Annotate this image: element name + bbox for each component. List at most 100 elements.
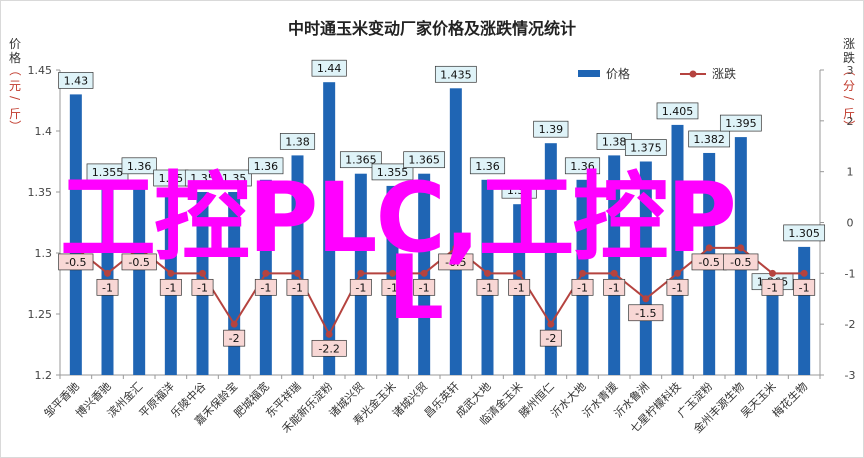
line-point — [515, 269, 523, 277]
line-data-label: -1 — [165, 281, 176, 294]
bar-data-label: 1.44 — [317, 62, 342, 75]
line-data-label-box — [761, 278, 784, 296]
line-point — [262, 269, 270, 277]
line-data-label-box — [666, 278, 689, 296]
bar — [291, 155, 304, 375]
line-point — [325, 330, 333, 338]
bar-data-label: 1.305 — [788, 227, 820, 240]
line-data-label-box — [723, 253, 759, 271]
line-data-label-box — [96, 278, 119, 296]
bar-data-label: 1.36 — [254, 160, 279, 173]
line-data-label: -1 — [514, 281, 525, 294]
legend-line-marker — [689, 70, 697, 78]
y-right-tick-label: 3 — [847, 64, 854, 77]
bar-data-label-box — [216, 169, 252, 187]
line-data-label: -0.5 — [698, 256, 719, 269]
line-data-label: -1 — [387, 281, 398, 294]
line-data-label: -2 — [545, 332, 556, 345]
line-data-label-box — [223, 329, 246, 347]
line-point — [199, 269, 206, 277]
line-data-label: -1 — [609, 281, 620, 294]
line-point — [547, 320, 555, 328]
bar — [323, 82, 336, 375]
y-axis-left-label: 价格（ 元 / 斤） — [8, 37, 22, 132]
line-data-label-box — [381, 278, 404, 296]
line-point — [579, 269, 586, 277]
line-data-label-box — [603, 278, 626, 296]
legend-line-label: 涨跌 — [712, 66, 736, 81]
line-data-label: -1 — [799, 281, 810, 294]
bar — [259, 179, 272, 375]
y-left-tick-label: 1.3 — [35, 247, 53, 260]
line-data-label: -2.2 — [318, 342, 339, 355]
line-data-label: -1 — [672, 281, 683, 294]
bar-data-label: 1.355 — [92, 166, 124, 179]
legend: 价格 涨跌 — [578, 66, 736, 81]
bar-data-label: 1.435 — [440, 68, 472, 81]
y-right-label-char: 跌 — [843, 50, 855, 65]
line-data-label: -1 — [102, 281, 113, 294]
y-right-tick-label: -3 — [845, 369, 856, 382]
line-data-label-box — [793, 278, 816, 296]
y-left-tick-label: 1.25 — [28, 308, 53, 321]
bar-data-label: 1.34 — [507, 184, 532, 197]
y-right-tick-label: -2 — [845, 318, 856, 331]
bar — [798, 246, 811, 375]
legend-bar-label: 价格 — [606, 66, 630, 81]
line-data-label-box — [438, 253, 474, 271]
y-left-tick-label: 1.4 — [35, 125, 53, 138]
bar-data-label: 1.38 — [602, 135, 627, 148]
bar — [608, 155, 621, 375]
line-data-label: -0.5 — [730, 256, 751, 269]
bar-data-label-box — [58, 72, 94, 89]
bar-data-label-box — [248, 157, 284, 175]
line-data-label: -1 — [419, 281, 430, 294]
bar — [481, 179, 494, 375]
bar-data-label: 1.43 — [64, 74, 89, 87]
y-right-label-char: 分 — [843, 79, 855, 93]
y-left-label-char: （ — [8, 64, 22, 76]
bar-data-label-box — [469, 157, 506, 175]
line-data-label: -0.5 — [445, 256, 466, 269]
line-point — [357, 269, 365, 277]
y-left-label-char: 格 — [9, 50, 21, 65]
line-point — [72, 244, 80, 252]
bar — [449, 88, 462, 376]
line-data-label-box — [349, 278, 372, 296]
bar-data-label-box — [371, 163, 414, 181]
y-left-tick-label: 1.35 — [28, 186, 53, 199]
chart-title: 中时通玉米变动厂家价格及涨跌情况统计 — [288, 19, 576, 38]
bar — [766, 295, 779, 375]
bar-data-label-box — [339, 151, 382, 169]
bar-data-label-box — [533, 120, 569, 138]
line-data-label-box — [311, 339, 347, 357]
line-data-label-box — [413, 278, 436, 296]
y-right-tick-label: -1 — [845, 267, 856, 280]
bar-data-label-box — [403, 151, 446, 169]
watermark-overlay-text: 工控PLC,工控P — [60, 162, 737, 274]
bar-data-label: 1.395 — [725, 117, 757, 130]
bar-data-label: 1.36 — [570, 160, 595, 173]
bar — [69, 94, 82, 376]
line-data-label-box — [539, 329, 562, 347]
line-data-label: -1 — [577, 281, 588, 294]
bar-data-label-box — [688, 130, 731, 148]
y-left-label-char: 价 — [9, 37, 21, 51]
y-left-label-char: ） — [8, 120, 22, 132]
line-data-label-box — [58, 253, 94, 271]
y-right-label-char: 斤 — [843, 107, 855, 121]
line-point — [642, 295, 650, 303]
y-right-tick-label: 2 — [847, 115, 854, 128]
bar-data-label-box — [311, 59, 347, 77]
y-right-label-char: ） — [842, 120, 856, 132]
bar-data-label: 1.36 — [127, 160, 152, 173]
watermark-overlay-letter: L — [388, 236, 445, 339]
line-point — [452, 244, 460, 252]
bar-data-label: 1.405 — [662, 105, 694, 118]
line-data-label: -2 — [229, 332, 240, 345]
y-right-label-char: / — [842, 96, 856, 101]
line-point — [389, 269, 396, 277]
bar-data-label-box — [719, 114, 762, 132]
line-data-label-box — [508, 278, 531, 296]
